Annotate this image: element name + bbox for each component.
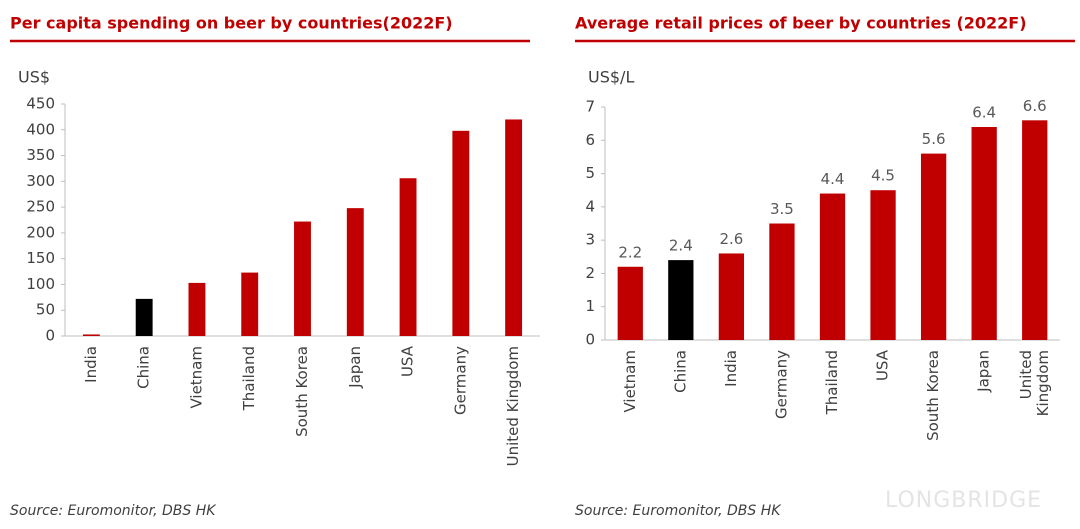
y-tick-label: 50: [36, 301, 55, 319]
x-tick-label: China: [671, 350, 689, 393]
x-tick-label: United Kingdom: [504, 346, 522, 466]
x-tick-label: UnitedKingdom: [1017, 350, 1052, 416]
y-tick-label: 6: [585, 131, 595, 149]
x-tick-label: Germany: [451, 346, 469, 415]
x-tick-label: Japan: [346, 346, 364, 389]
x-tick-label: Vietnam: [187, 346, 205, 409]
bar: [294, 221, 311, 336]
y-tick-label: 5: [585, 164, 595, 182]
bar: [505, 119, 523, 336]
bar: [399, 178, 417, 336]
data-label: 2.4: [669, 237, 693, 255]
chart-title: Per capita spending on beer by countries…: [10, 14, 453, 33]
bar: [188, 282, 206, 336]
bar: [819, 193, 846, 340]
bar: [452, 130, 470, 336]
y-tick-label: 2: [585, 264, 595, 282]
source: Source: Euromonitor, DBS HK: [575, 503, 782, 519]
y-axis-label: US$: [18, 68, 50, 87]
bar: [718, 253, 745, 340]
y-tick-label: 0: [585, 331, 595, 349]
x-tick-label: South Korea: [924, 350, 942, 441]
chart-title: Average retail prices of beer by countri…: [575, 14, 1027, 33]
x-tick-label: USA: [874, 349, 892, 381]
bar: [617, 266, 643, 340]
bar: [971, 126, 997, 340]
y-tick-label: 350: [26, 146, 55, 164]
x-tick-label: China: [135, 346, 153, 389]
y-tick-label: 1: [585, 297, 595, 315]
y-tick-label: 450: [26, 95, 55, 113]
bar: [870, 190, 896, 340]
watermark: LONGBRIDGE: [885, 488, 1042, 513]
x-tick-label: Vietnam: [621, 350, 639, 413]
data-label: 2.2: [618, 243, 642, 261]
y-tick-label: 200: [26, 223, 55, 241]
data-label: 4.4: [821, 170, 845, 188]
data-label: 2.6: [719, 230, 743, 248]
data-label: 6.4: [972, 103, 996, 121]
x-tick-label: USA: [399, 345, 417, 377]
y-tick-label: 250: [26, 198, 55, 216]
x-tick-label: Japan: [975, 350, 993, 393]
data-label: 4.5: [871, 167, 895, 185]
y-tick-label: 4: [585, 197, 595, 215]
bar: [668, 260, 694, 340]
source: Source: Euromonitor, DBS HK: [10, 503, 217, 519]
bar: [346, 208, 364, 336]
x-tick-label: Thailand: [240, 346, 258, 411]
bar: [1022, 120, 1048, 340]
data-label: 3.5: [770, 200, 794, 218]
y-tick-label: 150: [26, 249, 55, 267]
bar: [769, 223, 795, 340]
bar: [241, 272, 259, 336]
y-tick-label: 7: [585, 98, 595, 116]
y-tick-label: 400: [26, 120, 55, 138]
bar: [82, 334, 100, 336]
x-tick-label: South Korea: [293, 346, 311, 437]
y-tick-label: 0: [45, 327, 55, 345]
x-tick-label: Thailand: [823, 350, 841, 415]
y-tick-label: 100: [26, 275, 55, 293]
data-label: 6.6: [1023, 97, 1047, 115]
y-tick-label: 300: [26, 172, 55, 190]
y-tick-label: 3: [585, 231, 595, 249]
data-label: 5.6: [922, 130, 946, 148]
x-tick-label: Germany: [772, 350, 790, 419]
bar: [920, 153, 947, 340]
bar: [135, 298, 153, 336]
y-axis-label: US$/L: [588, 68, 634, 87]
x-tick-label: India: [82, 346, 100, 383]
x-tick-label: India: [722, 350, 740, 387]
